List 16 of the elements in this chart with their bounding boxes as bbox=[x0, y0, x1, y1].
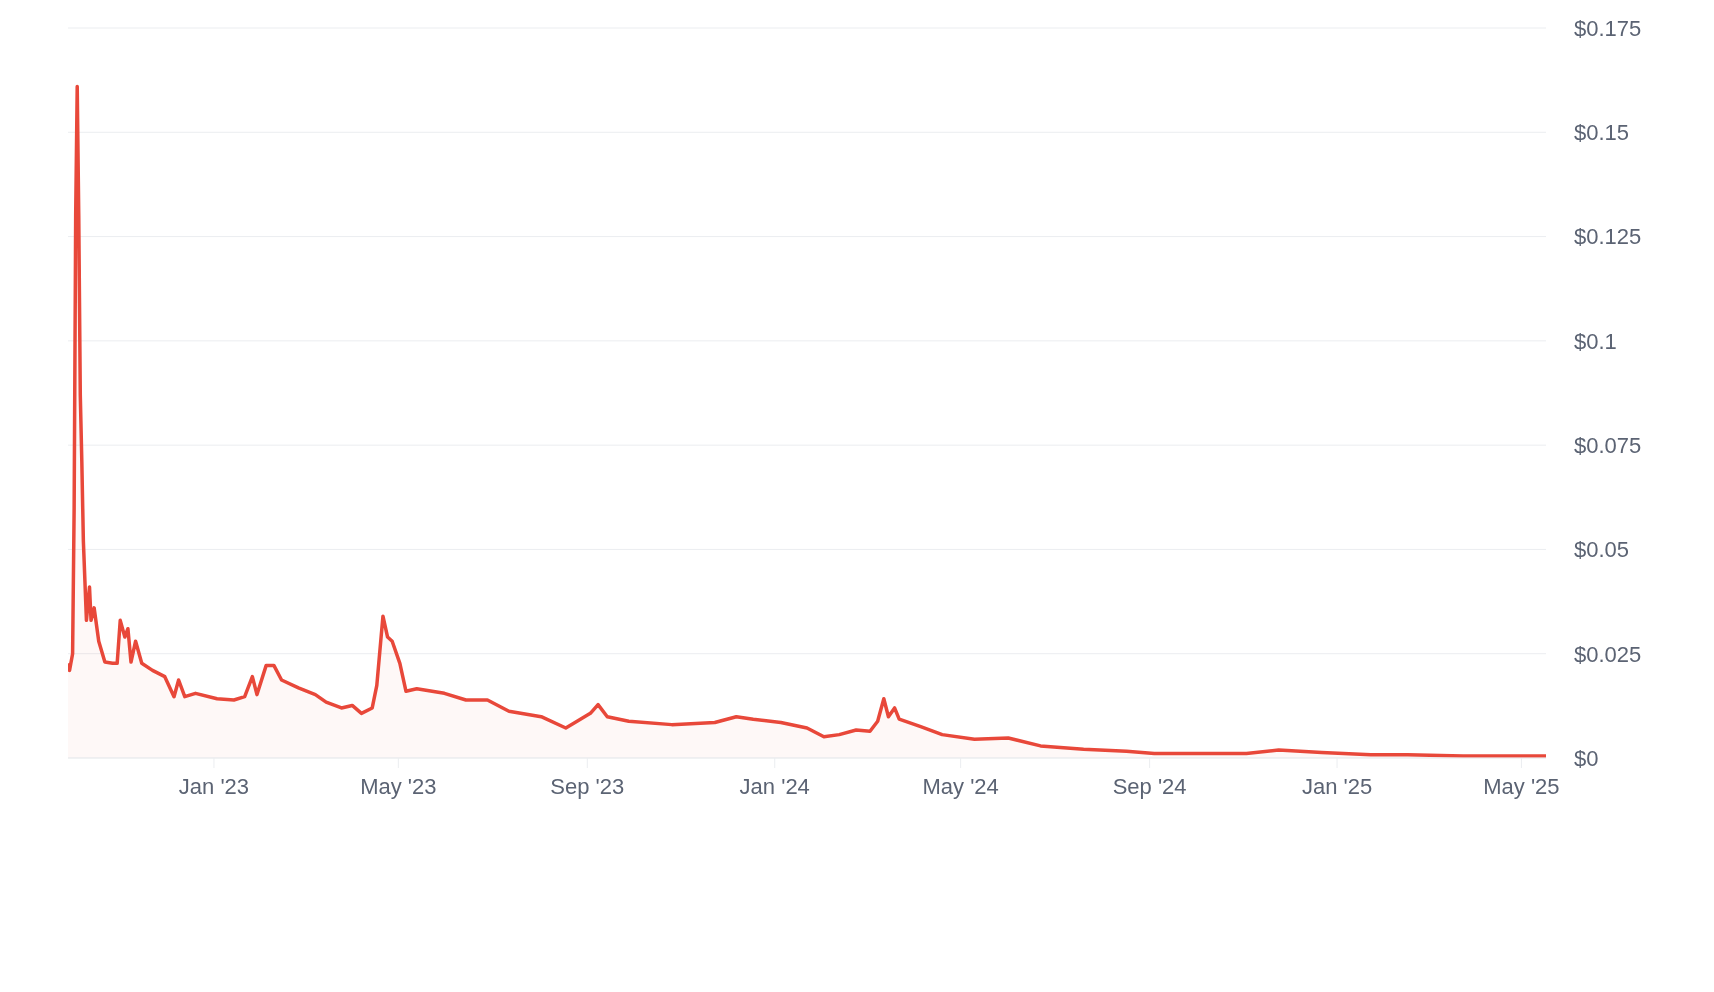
x-tick-label: Sep '24 bbox=[1112, 773, 1187, 799]
y-tick-label: $0 bbox=[1574, 745, 1599, 771]
y-tick-label: $0.025 bbox=[1574, 641, 1642, 667]
x-tick-label: Jan '25 bbox=[1301, 773, 1373, 799]
x-tick-label: May '25 bbox=[1483, 773, 1560, 799]
x-tick-label: May '23 bbox=[360, 773, 437, 799]
y-tick-label: $0.175 bbox=[1574, 15, 1642, 41]
x-tick-label: May '24 bbox=[922, 773, 999, 799]
y-tick-label: $0.15 bbox=[1574, 120, 1630, 146]
y-tick-label: $0.1 bbox=[1574, 328, 1617, 354]
x-tick-label: Jan '23 bbox=[178, 773, 250, 799]
x-tick-label: Jan '24 bbox=[739, 773, 810, 799]
y-tick-label: $0.05 bbox=[1574, 537, 1630, 563]
y-tick-label: $0.075 bbox=[1574, 432, 1642, 458]
x-tick-label: Sep '23 bbox=[550, 773, 625, 799]
y-tick-label: $0.125 bbox=[1574, 224, 1642, 250]
